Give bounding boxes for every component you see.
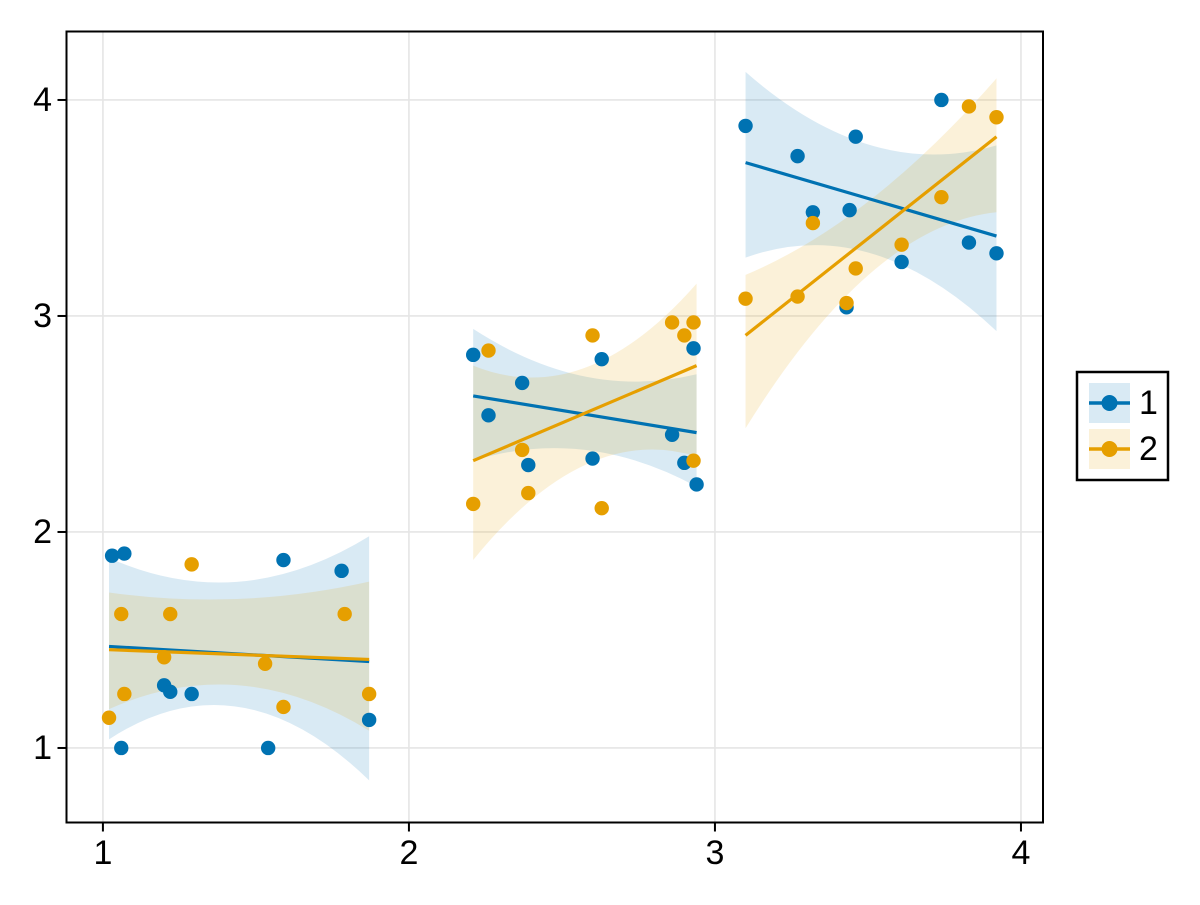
x-tick-label: 3 xyxy=(705,834,724,872)
y-tick-label: 1 xyxy=(33,729,52,767)
legend-box xyxy=(1075,370,1170,482)
data-point xyxy=(521,485,536,501)
data-point xyxy=(481,408,496,423)
data-point xyxy=(790,148,805,164)
legend-marker xyxy=(1101,441,1118,457)
regression-line xyxy=(108,648,370,662)
data-point xyxy=(839,295,854,311)
data-point xyxy=(848,261,863,276)
regression-line xyxy=(745,161,997,238)
data-point xyxy=(117,686,132,702)
data-point xyxy=(805,205,821,220)
data-point xyxy=(337,606,352,622)
data-point xyxy=(184,686,199,702)
data-point xyxy=(156,650,172,665)
y-tick-label: 4 xyxy=(33,81,52,119)
regression-line xyxy=(472,364,698,463)
data-point xyxy=(686,341,701,356)
x-tick-label: 4 xyxy=(1012,834,1031,872)
confidence-band xyxy=(109,536,370,781)
regression-line xyxy=(744,135,998,337)
data-point xyxy=(934,189,949,205)
data-point xyxy=(361,686,377,702)
data-point xyxy=(738,118,753,134)
data-point xyxy=(184,557,199,572)
data-point xyxy=(585,328,600,343)
confidence-band xyxy=(745,78,997,429)
data-point xyxy=(276,699,291,715)
x-tick-label: 1 xyxy=(93,834,112,872)
data-point xyxy=(334,563,349,579)
data-point xyxy=(594,351,609,367)
x-tick-label: 2 xyxy=(399,834,418,872)
data-point xyxy=(689,477,704,492)
y-tick-label: 2 xyxy=(33,513,52,551)
legend-marker xyxy=(1101,395,1118,411)
data-point xyxy=(738,291,753,306)
data-point xyxy=(894,237,909,252)
data-point xyxy=(686,315,701,330)
data-point xyxy=(114,740,129,756)
confidence-band xyxy=(473,328,697,487)
data-point xyxy=(805,215,821,231)
data-point xyxy=(521,457,536,473)
data-point xyxy=(989,246,1004,261)
data-point xyxy=(114,606,129,622)
data-point xyxy=(790,289,805,304)
data-point xyxy=(989,110,1004,125)
data-point xyxy=(260,740,276,756)
y-tick-label: 3 xyxy=(33,297,52,335)
data-point xyxy=(961,235,977,250)
data-point xyxy=(465,347,481,363)
legend-label: 1 xyxy=(1139,384,1158,422)
legend-label: 2 xyxy=(1139,430,1158,468)
data-point xyxy=(117,546,132,561)
data-point xyxy=(686,453,701,468)
legend: 12 xyxy=(1075,370,1170,482)
data-point xyxy=(664,427,680,442)
data-point xyxy=(163,684,178,700)
data-point xyxy=(514,375,530,391)
data-point xyxy=(677,328,692,343)
confidence-band xyxy=(745,71,997,332)
data-point xyxy=(848,129,863,144)
data-point xyxy=(594,501,609,516)
data-point xyxy=(514,442,530,458)
data-point xyxy=(961,99,977,114)
data-point xyxy=(276,552,291,568)
data-point xyxy=(361,712,377,728)
data-point xyxy=(257,656,273,671)
data-point xyxy=(894,254,909,270)
data-point xyxy=(585,451,600,466)
data-point xyxy=(664,315,680,330)
data-point xyxy=(104,548,120,563)
data-point xyxy=(934,92,949,108)
data-point xyxy=(101,710,117,725)
data-point xyxy=(842,202,857,218)
data-point xyxy=(481,343,496,358)
plot-border xyxy=(65,30,1044,824)
data-point xyxy=(465,496,481,512)
data-point xyxy=(163,606,178,622)
